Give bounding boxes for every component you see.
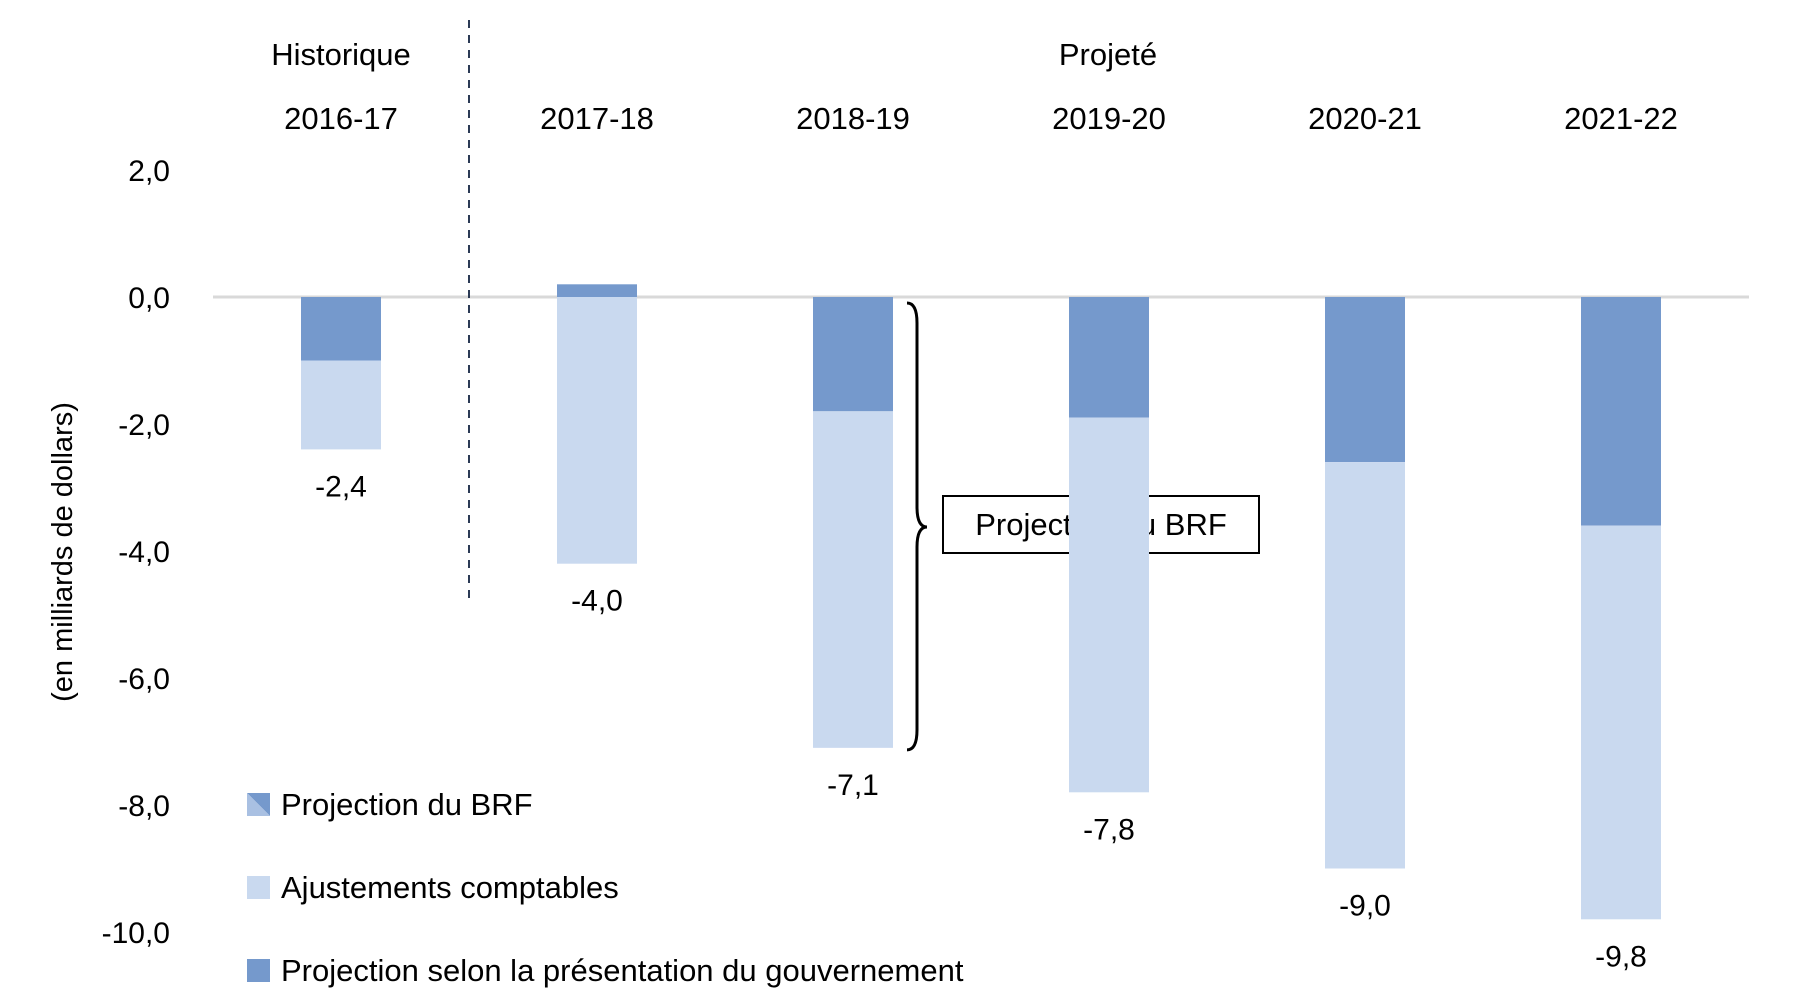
y-tick-label: -2,0: [118, 409, 170, 442]
bar-segment-accounting-adjustments: [557, 297, 637, 564]
total-data-label: -4,0: [571, 585, 623, 618]
y-tick-label: -6,0: [118, 663, 170, 696]
bar-segment-accounting-adjustments: [301, 360, 381, 450]
y-tick-label: -10,0: [102, 917, 170, 950]
legend: Projection du BRF Ajustements comptables P…: [247, 787, 964, 988]
y-tick-label: -4,0: [118, 536, 170, 569]
bar-segment-accounting-adjustments: [813, 411, 893, 748]
total-data-label: -9,0: [1339, 890, 1391, 923]
group-label-projete: Projeté: [1059, 37, 1157, 72]
category-labels: 2016-17 2017-18 2018-19 2019-20 2020-21 2021-…: [284, 101, 1678, 136]
curly-brace: [906, 301, 928, 752]
bar-segment-accounting-adjustments: [1325, 462, 1405, 869]
legend-swatch: [247, 959, 270, 982]
y-tick-label: 2,0: [128, 155, 170, 188]
legend-swatch-brf-light: [247, 793, 270, 816]
y-axis-title: (en milliards de dollars): [47, 402, 79, 702]
bar-segment-accounting-adjustments: [1069, 417, 1149, 793]
y-tick-label: 0,0: [128, 282, 170, 315]
bar-segment-government-projection: [813, 297, 893, 412]
legend-swatch: [247, 876, 270, 899]
period-group-labels: Historique Projeté: [271, 37, 1157, 72]
category-label: 2017-18: [540, 101, 654, 136]
total-data-label: -2,4: [315, 470, 367, 503]
total-labels: -2,4 -4,0 -7,1 -7,8 -9,0 -9,8: [315, 470, 1647, 973]
category-label: 2016-17: [284, 101, 398, 136]
bar-segment-government-projection: [1581, 297, 1661, 526]
total-data-label: -7,8: [1083, 813, 1135, 846]
bar-segment-government-projection: [1069, 297, 1149, 418]
bars: [301, 284, 1661, 920]
group-label-historique: Historique: [271, 37, 411, 72]
category-label: 2019-20: [1052, 101, 1166, 136]
category-label: 2020-21: [1308, 101, 1422, 136]
legend-label: Ajustements comptables: [281, 870, 619, 905]
legend-label: Projection selon la présentation du gouv…: [281, 953, 964, 988]
total-data-label: -9,8: [1595, 940, 1647, 973]
bar-segment-government-projection: [301, 297, 381, 361]
y-axis-ticks: 2,0 0,0 -2,0 -4,0 -6,0 -8,0 -10,0: [102, 155, 170, 950]
bar-segment-government-projection: [557, 284, 637, 297]
total-data-label: -7,1: [827, 769, 879, 802]
bar-segment-government-projection: [1325, 297, 1405, 463]
category-label: 2021-22: [1564, 101, 1678, 136]
legend-label: Projection du BRF: [281, 787, 533, 822]
y-tick-label: -8,0: [118, 790, 170, 823]
category-label: 2018-19: [796, 101, 910, 136]
bar-segment-accounting-adjustments: [1581, 525, 1661, 920]
